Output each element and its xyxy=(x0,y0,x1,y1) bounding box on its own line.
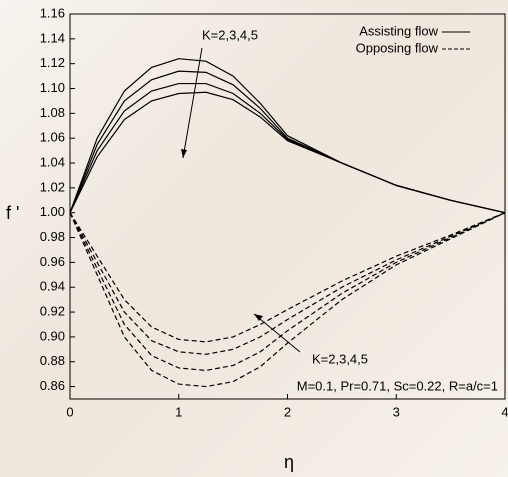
line xyxy=(70,71,505,213)
y-tick-label: 1.16 xyxy=(40,5,65,20)
chart: η f ' 0.86 0.88 0.90 0.92 0.94 0.96 0.98 1.00 1.… xyxy=(0,0,508,477)
line xyxy=(70,213,505,342)
legend-label: Opposing flow xyxy=(356,40,439,55)
legend-label: Assisting flow xyxy=(359,23,438,38)
x-tick-label: 1 xyxy=(175,404,182,419)
y-tick-label: 1.08 xyxy=(40,105,65,120)
y-tick-label: 0.96 xyxy=(40,254,65,269)
y-tick-label: 1.14 xyxy=(40,30,65,45)
annotation: M=0.1, Pr=0.71, Sc=0.22, R=a/c=1 xyxy=(297,378,498,393)
y-tick-label: 1.06 xyxy=(40,130,65,145)
line xyxy=(70,213,505,355)
arrow xyxy=(254,314,300,352)
y-tick-label: 0.94 xyxy=(40,279,65,294)
y-tick-label: 1.10 xyxy=(40,80,65,95)
line xyxy=(70,92,505,212)
line xyxy=(70,59,505,213)
y-tick-label: 0.98 xyxy=(40,229,65,244)
x-tick-label: 0 xyxy=(66,404,73,419)
annotation: K=2,3,4,5 xyxy=(202,27,258,42)
x-tick-label: 3 xyxy=(393,404,400,419)
x-axis-label: η xyxy=(284,452,294,472)
y-tick-label: 1.02 xyxy=(40,179,65,194)
line xyxy=(70,213,505,371)
x-tick-label: 2 xyxy=(284,404,291,419)
y-tick-label: 0.90 xyxy=(40,328,65,343)
y-axis-label: f ' xyxy=(6,203,19,223)
y-tick-label: 0.88 xyxy=(40,353,65,368)
y-tick-label: 1.12 xyxy=(40,55,65,70)
y-tick-label: 0.92 xyxy=(40,304,65,319)
line xyxy=(70,213,505,387)
y-tick-label: 1.04 xyxy=(40,154,65,169)
line xyxy=(70,84,505,213)
arrow xyxy=(183,48,202,158)
arrow-head xyxy=(181,149,187,158)
annotation: K=2,3,4,5 xyxy=(312,351,368,366)
x-tick-label: 4 xyxy=(501,404,508,419)
y-tick-label: 0.86 xyxy=(40,378,65,393)
y-tick-label: 1.00 xyxy=(40,204,65,219)
